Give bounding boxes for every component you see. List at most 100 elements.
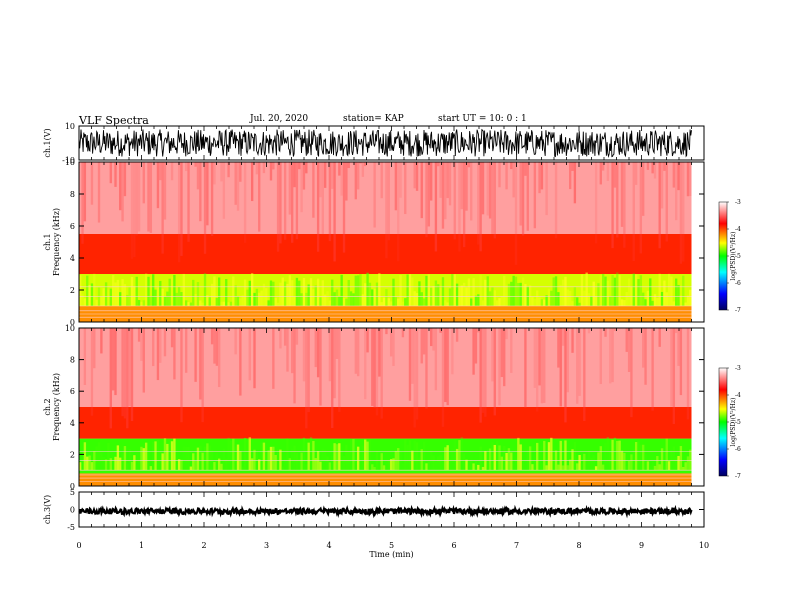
spectrogram-streak: [210, 162, 214, 236]
spectrogram-streak: [291, 328, 294, 374]
spectrogram-speckle: [331, 279, 334, 306]
spectrogram-speckle: [663, 280, 666, 306]
spectrogram-streak: [227, 162, 230, 178]
spectrogram-speckle: [328, 300, 332, 306]
spectrogram-streak: [302, 328, 306, 382]
spectrogram-speckle: [152, 274, 155, 306]
spectrogram-streak: [371, 328, 374, 406]
spectrogram-speckle: [302, 277, 306, 306]
spectrogram-speckle: [418, 457, 421, 471]
spectrogram-speckle: [580, 274, 584, 306]
spectrogram-speckle: [140, 446, 143, 471]
spectrogram-speckle: [540, 299, 544, 306]
x-tick-label: 1: [139, 541, 144, 550]
spectrogram-speckle: [175, 463, 178, 471]
spectrogram-speckle: [392, 278, 395, 306]
x-tick-label: 2: [201, 541, 206, 550]
spectrogram-speckle: [434, 461, 438, 471]
spectrogram-streak: [276, 162, 280, 252]
spectrogram-streak: [578, 328, 581, 396]
spectrogram-speckle: [104, 282, 108, 306]
spectrogram-speckle: [382, 297, 386, 306]
spectrogram-streak: [484, 328, 487, 417]
spectrogram-speckle: [394, 297, 398, 306]
spectrogram-speckle: [517, 437, 520, 471]
spectrogram-streak: [514, 162, 518, 265]
spectrogram-streak: [262, 162, 266, 174]
spectrogram-streak: [93, 328, 96, 369]
spectrogram-speckle: [495, 441, 499, 471]
y-tick-label: 4: [70, 254, 75, 263]
spectrogram-speckle: [229, 301, 233, 306]
spectrogram-streak: [234, 162, 237, 205]
spectrogram-speckle: [387, 461, 390, 471]
spectrogram-blank: [691, 328, 704, 486]
spectrogram-streak: [152, 328, 155, 367]
spectrogram-speckle: [97, 287, 101, 306]
spectrogram-speckle: [130, 461, 134, 471]
spectrogram-speckle: [512, 275, 515, 306]
spectrogram-speckle: [206, 295, 209, 306]
spectrogram-streak: [356, 162, 360, 190]
spectrogram-speckle: [538, 297, 541, 306]
spectrogram-speckle: [658, 464, 661, 471]
spectrogram-streak: [217, 328, 221, 388]
spectrogram-streak: [220, 162, 223, 182]
y-axis-label: ch.1: [43, 233, 52, 250]
spectrogram-speckle: [571, 449, 574, 471]
spectrogram-streak: [335, 328, 339, 359]
spectrogram-speckle: [540, 462, 544, 471]
spectrogram-speckle: [309, 278, 313, 306]
spectrogram-speckle: [269, 446, 273, 471]
spectrogram-streak: [163, 162, 167, 220]
spectrogram-speckle: [644, 299, 647, 306]
spectrogram-streak: [100, 328, 103, 354]
spectrogram-speckle: [83, 442, 87, 471]
spectrogram-streak: [477, 162, 480, 245]
spectrogram-speckle: [642, 292, 645, 306]
spectrogram-speckle: [201, 452, 204, 471]
spectrogram-speckle: [241, 295, 244, 306]
spectrogram-speckle: [637, 279, 640, 306]
spectrogram-streak: [272, 328, 275, 389]
spectrogram-speckle: [451, 448, 454, 471]
spectrogram-speckle: [324, 294, 327, 306]
spectrogram-streak: [460, 162, 463, 210]
spectrogram-speckle: [220, 463, 223, 471]
spectrogram-speckle: [686, 456, 690, 471]
spectrogram-streak: [359, 162, 362, 164]
spectrogram-speckle: [81, 450, 84, 471]
y-tick-label: -10: [62, 156, 75, 165]
spectrogram-streak: [243, 162, 247, 243]
spectrogram-streak: [392, 328, 395, 366]
spectrogram-speckle: [192, 453, 195, 471]
spectrogram-speckle: [199, 300, 202, 306]
spectrogram-speckle: [194, 460, 197, 471]
spectrogram-streak: [156, 162, 160, 209]
spectrogram-streak: [361, 162, 365, 177]
spectrogram-speckle: [517, 283, 520, 306]
spectrogram-streak: [380, 162, 383, 199]
spectrogram-streak: [422, 328, 426, 355]
spectrogram-streak: [345, 162, 348, 201]
spectrogram-speckle: [286, 283, 289, 306]
spectrogram-streak: [137, 328, 141, 342]
spectrogram-speckle: [462, 282, 466, 306]
spectrogram-speckle: [422, 441, 426, 471]
spectrogram-speckle: [418, 281, 421, 306]
spectrogram-speckle: [561, 279, 565, 306]
spectrogram-speckle: [307, 442, 310, 471]
spectrogram-speckle: [545, 465, 548, 471]
x-tick-label: 5: [389, 541, 394, 550]
spectrogram-streak: [128, 328, 131, 407]
spectrogram-speckle: [451, 274, 454, 306]
spectrogram-speckle: [250, 458, 254, 471]
spectrogram-streak: [366, 328, 369, 353]
spectrogram-speckle: [114, 456, 117, 471]
spectrogram-speckle: [453, 274, 456, 306]
spectrogram-speckle: [366, 441, 369, 471]
spectrogram-streak: [378, 328, 381, 377]
spectrogram-streak: [625, 328, 628, 352]
spectrogram-streak: [159, 328, 162, 363]
spectrogram-speckle: [267, 300, 270, 306]
